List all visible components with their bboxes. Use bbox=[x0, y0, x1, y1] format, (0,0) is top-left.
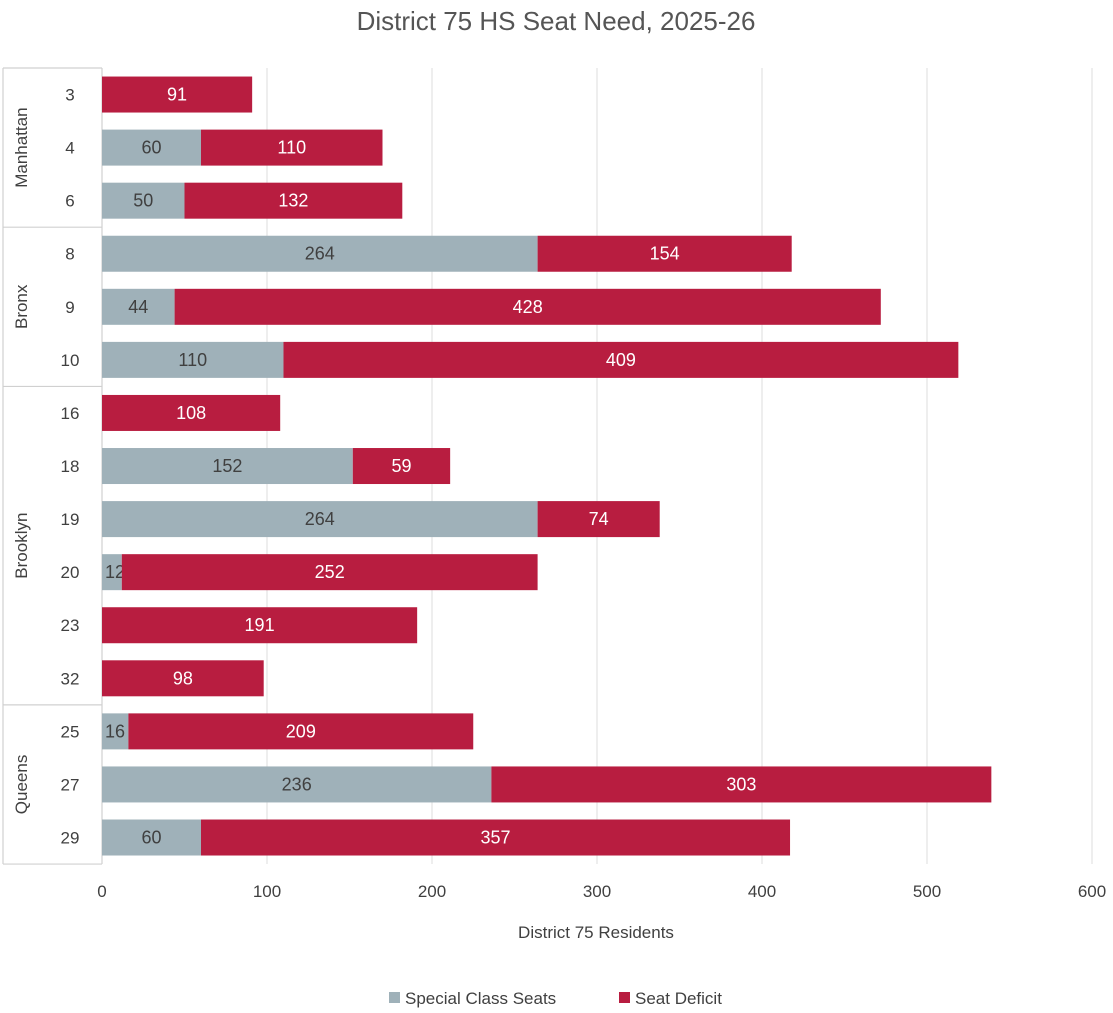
bar-value-label: 191 bbox=[245, 615, 275, 635]
seat-deficit-bar bbox=[128, 713, 474, 750]
special-class-seats-bar bbox=[102, 713, 129, 750]
group-labels: Manhattan Bronx Brooklyn Queens bbox=[12, 107, 31, 814]
x-tick-label: 300 bbox=[583, 882, 611, 901]
bar-value-label: 409 bbox=[606, 350, 636, 370]
bar-value-label: 110 bbox=[277, 138, 306, 158]
x-tick-label: 200 bbox=[418, 882, 446, 901]
category-labels: 3 4 6 8 9 10 16 18 19 20 23 32 25 27 29 bbox=[61, 86, 80, 848]
bar-value-label: 50 bbox=[133, 191, 153, 211]
bar-value-label: 357 bbox=[481, 828, 511, 848]
bar-value-label: 154 bbox=[650, 244, 680, 264]
bar-value-label: 108 bbox=[176, 403, 206, 423]
seat-deficit-bar bbox=[102, 660, 264, 697]
category-label: 27 bbox=[61, 775, 80, 794]
x-tick-label: 100 bbox=[253, 882, 281, 901]
category-label: 23 bbox=[61, 616, 80, 635]
group-label: Brooklyn bbox=[12, 513, 31, 579]
category-label: 32 bbox=[61, 669, 80, 688]
x-axis-ticks: 0 100 200 300 400 500 600 bbox=[97, 882, 1106, 901]
group-label: Bronx bbox=[12, 284, 31, 329]
seat-deficit-bar bbox=[352, 448, 451, 485]
legend-swatch bbox=[619, 992, 630, 1003]
bar-value-label: 44 bbox=[128, 297, 148, 317]
special-class-seats-bar bbox=[102, 235, 538, 272]
x-tick-label: 0 bbox=[97, 882, 106, 901]
special-class-seats-bar bbox=[102, 448, 353, 485]
group-label: Manhattan bbox=[12, 107, 31, 187]
special-class-seats-bar bbox=[102, 288, 175, 325]
bars: 91 60 110 50 132 264 154 44 428 110 409 108 152 59 264… bbox=[102, 76, 992, 856]
seat-deficit-bar bbox=[491, 766, 992, 803]
seat-deficit-bar bbox=[283, 341, 959, 378]
category-label: 19 bbox=[61, 510, 80, 529]
bar-value-label: 60 bbox=[141, 138, 161, 158]
legend-label: Special Class Seats bbox=[405, 989, 556, 1008]
bar-value-label: 236 bbox=[282, 774, 312, 794]
x-tick-label: 500 bbox=[913, 882, 941, 901]
category-label: 25 bbox=[61, 722, 80, 741]
bar-value-label: 74 bbox=[589, 509, 609, 529]
bar-value-label: 132 bbox=[278, 191, 308, 211]
seat-deficit-bar bbox=[121, 554, 538, 591]
special-class-seats-bar bbox=[102, 341, 284, 378]
special-class-seats-bar bbox=[102, 819, 201, 856]
category-label: 3 bbox=[65, 86, 74, 105]
seat-deficit-bar bbox=[184, 182, 403, 219]
category-label: 18 bbox=[61, 457, 80, 476]
bar-value-label: 152 bbox=[212, 456, 242, 476]
special-class-seats-bar bbox=[102, 766, 492, 803]
seat-deficit-bar bbox=[537, 501, 660, 538]
category-label: 16 bbox=[61, 404, 80, 423]
legend: Special Class Seats Seat Deficit bbox=[389, 989, 722, 1008]
seat-deficit-bar bbox=[537, 235, 792, 272]
category-label: 20 bbox=[61, 563, 80, 582]
special-class-seats-bar bbox=[102, 501, 538, 538]
bar-value-label: 60 bbox=[141, 828, 161, 848]
category-label: 29 bbox=[61, 829, 80, 848]
category-label: 8 bbox=[65, 245, 74, 264]
bar-value-label: 59 bbox=[391, 456, 411, 476]
special-class-seats-bar bbox=[102, 129, 201, 166]
bar-value-label: 209 bbox=[286, 721, 316, 741]
x-tick-label: 400 bbox=[748, 882, 776, 901]
legend-label: Seat Deficit bbox=[635, 989, 722, 1008]
seat-deficit-bar bbox=[201, 129, 383, 166]
special-class-seats-bar bbox=[102, 554, 122, 591]
x-axis-title: District 75 Residents bbox=[518, 923, 674, 942]
bar-value-label: 264 bbox=[305, 509, 335, 529]
chart-title: District 75 HS Seat Need, 2025-26 bbox=[357, 6, 756, 36]
seat-deficit-bar bbox=[174, 288, 881, 325]
bar-value-label: 264 bbox=[305, 244, 335, 264]
seat-deficit-bar bbox=[102, 607, 418, 644]
category-label: 4 bbox=[65, 139, 74, 158]
bar-value-label: 303 bbox=[726, 774, 756, 794]
category-label: 9 bbox=[65, 298, 74, 317]
seat-deficit-bar bbox=[102, 76, 253, 113]
category-label: 10 bbox=[61, 351, 80, 370]
bar-value-label: 110 bbox=[178, 350, 207, 370]
special-class-seats-bar bbox=[102, 182, 185, 219]
group-dividers bbox=[2, 67, 102, 865]
bar-value-label: 428 bbox=[513, 297, 543, 317]
seat-deficit-bar bbox=[201, 819, 791, 856]
bar-value-label: 98 bbox=[173, 668, 193, 688]
bar-value-label: 12 bbox=[105, 562, 125, 582]
bar-value-label: 252 bbox=[315, 562, 345, 582]
bar-value-label: 91 bbox=[167, 85, 187, 105]
group-label: Queens bbox=[12, 755, 31, 815]
legend-swatch bbox=[389, 992, 400, 1003]
x-tick-label: 600 bbox=[1078, 882, 1106, 901]
bar-value-label: 16 bbox=[105, 721, 125, 741]
category-label: 6 bbox=[65, 192, 74, 211]
seat-deficit-bar bbox=[102, 394, 281, 431]
